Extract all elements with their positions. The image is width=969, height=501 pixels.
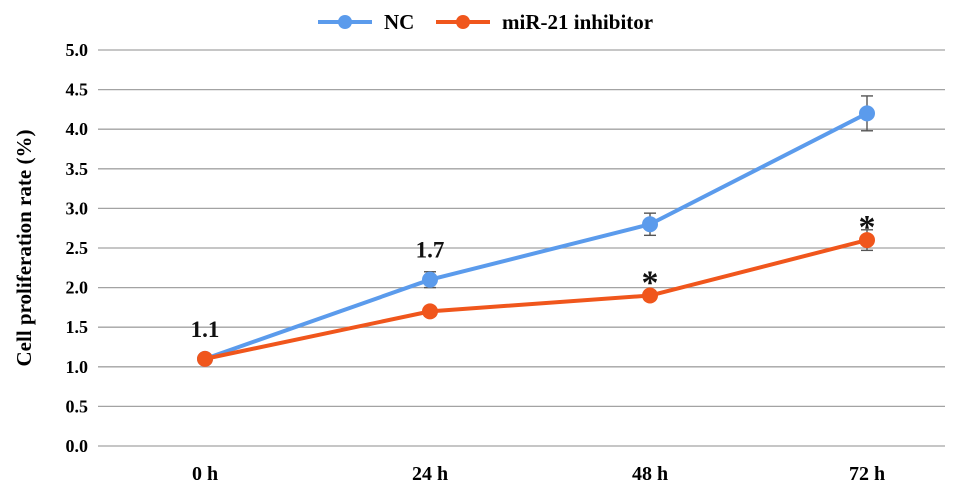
data-point bbox=[859, 105, 875, 122]
y-tick-label: 4.5 bbox=[66, 80, 89, 100]
y-tick-label: 0.5 bbox=[66, 396, 89, 416]
data-point bbox=[859, 232, 875, 249]
x-tick-labels: 0 h 24 h 48 h 72 h bbox=[192, 463, 885, 485]
y-tick-label: 3.5 bbox=[66, 159, 89, 179]
legend-item-nc: NC bbox=[318, 10, 414, 34]
data-point bbox=[642, 287, 658, 304]
series-line bbox=[204, 111, 868, 361]
x-tick-label: 72 h bbox=[849, 463, 885, 485]
data-point bbox=[422, 271, 438, 288]
grid-lines bbox=[98, 49, 945, 447]
data-label: 1.1 bbox=[191, 317, 220, 342]
y-tick-label: 5.0 bbox=[66, 40, 89, 60]
series-layer bbox=[197, 95, 875, 367]
data-point bbox=[642, 216, 658, 233]
legend-label: NC bbox=[384, 10, 414, 34]
y-tick-label: 4.0 bbox=[66, 119, 89, 139]
x-tick-label: 0 h bbox=[192, 463, 218, 485]
legend-marker bbox=[338, 15, 352, 29]
x-tick-label: 24 h bbox=[412, 463, 448, 485]
legend: NC miR-21 inhibitor bbox=[318, 10, 653, 34]
y-tick-label: 0.0 bbox=[66, 436, 89, 456]
x-tick-label: 48 h bbox=[632, 463, 668, 485]
series-line bbox=[204, 238, 868, 361]
legend-marker bbox=[456, 15, 470, 29]
y-tick-label: 3.0 bbox=[66, 198, 89, 218]
y-tick-label: 1.5 bbox=[66, 317, 89, 337]
y-tick-label: 2.0 bbox=[66, 278, 89, 298]
data-point bbox=[422, 303, 438, 320]
series-mir21-inhibitor bbox=[197, 229, 875, 367]
series-nc bbox=[197, 95, 875, 367]
y-tick-label: 1.0 bbox=[66, 357, 89, 377]
data-label: 1.7 bbox=[416, 238, 445, 263]
data-point bbox=[197, 350, 213, 367]
significance-marker: * bbox=[859, 209, 876, 246]
y-tick-labels: 0.0 0.5 1.0 1.5 2.0 2.5 3.0 3.5 4.0 4.5 5.0 bbox=[66, 40, 89, 456]
y-axis-label: Cell proliferation rate (%) bbox=[12, 130, 36, 367]
legend-item-mir21-inhibitor: miR-21 inhibitor bbox=[436, 10, 653, 34]
annotations: 1.1 1.7 * * bbox=[191, 209, 876, 342]
legend-label: miR-21 inhibitor bbox=[502, 10, 653, 34]
significance-marker: * bbox=[642, 265, 659, 302]
y-tick-label: 2.5 bbox=[66, 238, 89, 258]
